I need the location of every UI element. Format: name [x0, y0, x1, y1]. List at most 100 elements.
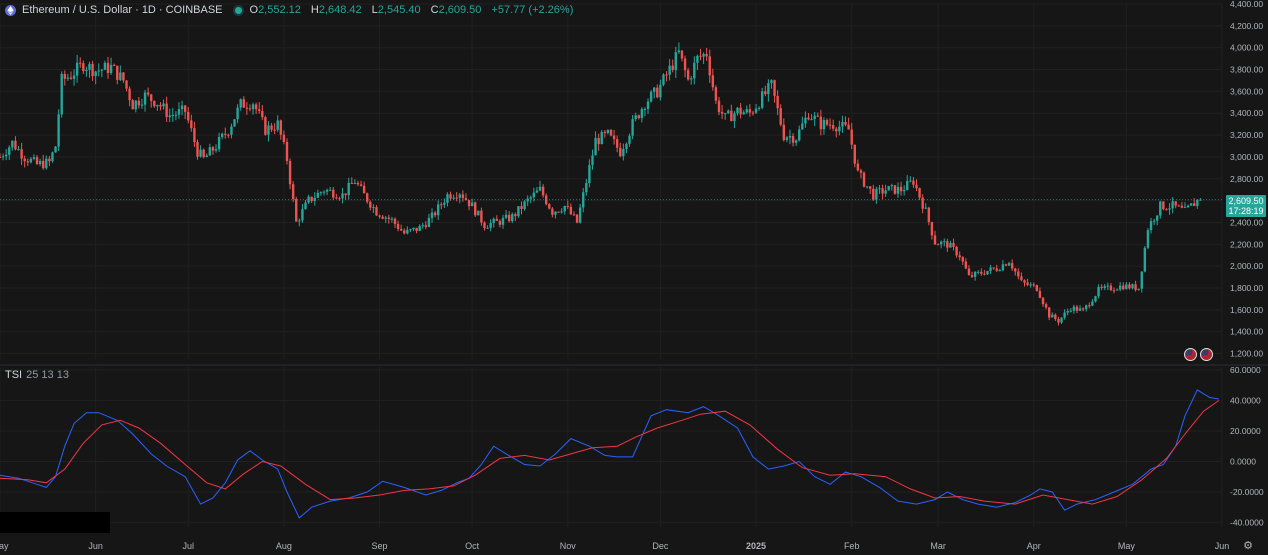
candle-body[interactable] [236, 107, 239, 120]
candle-body[interactable] [831, 125, 835, 129]
candle-body[interactable] [1183, 207, 1187, 209]
candle-body[interactable] [696, 55, 699, 63]
candle-body[interactable] [622, 148, 625, 157]
candle-body[interactable] [153, 100, 156, 107]
candle-body[interactable] [322, 191, 326, 193]
candle-body[interactable] [609, 129, 613, 136]
candle-body[interactable] [187, 111, 190, 121]
candle-body[interactable] [32, 157, 36, 159]
candle-body[interactable] [961, 257, 964, 262]
candle-body[interactable] [764, 91, 767, 95]
candle-body[interactable] [501, 217, 505, 225]
candle-body[interactable] [150, 94, 153, 101]
candle-body[interactable] [316, 192, 320, 198]
candle-body[interactable] [143, 92, 147, 105]
candle-body[interactable] [470, 202, 474, 207]
candle-body[interactable] [202, 149, 205, 158]
candle-body[interactable] [415, 227, 418, 231]
candle-body[interactable] [60, 74, 63, 115]
candle-body[interactable] [29, 158, 33, 163]
candle-body[interactable] [79, 62, 82, 64]
candle-body[interactable] [430, 212, 434, 218]
candle-body[interactable] [1069, 310, 1072, 312]
market-status-dot[interactable] [234, 6, 242, 14]
candle-body[interactable] [258, 109, 261, 111]
candle-body[interactable] [338, 198, 341, 200]
candle-body[interactable] [1112, 290, 1116, 292]
candle-body[interactable] [63, 74, 67, 79]
candle-body[interactable] [375, 207, 378, 216]
candle-body[interactable] [1017, 271, 1020, 277]
candle-body[interactable] [477, 210, 480, 216]
candle-body[interactable] [128, 88, 131, 101]
candle-body[interactable] [17, 149, 20, 151]
candle-body[interactable] [427, 217, 431, 227]
candle-body[interactable] [8, 147, 11, 155]
candle-body[interactable] [301, 209, 304, 221]
candle-body[interactable] [288, 160, 292, 185]
us-flag-icon[interactable] [1200, 348, 1213, 361]
candle-body[interactable] [588, 165, 591, 184]
candle-body[interactable] [628, 135, 631, 144]
candle-body[interactable] [872, 188, 875, 200]
candle-body[interactable] [906, 180, 909, 190]
candle-body[interactable] [1165, 209, 1168, 211]
candle-body[interactable] [57, 114, 60, 147]
candle-body[interactable] [183, 105, 187, 112]
candle-body[interactable] [859, 170, 863, 173]
candle-body[interactable] [1140, 271, 1143, 289]
candle-body[interactable] [285, 142, 289, 161]
candle-body[interactable] [517, 206, 520, 217]
candle-body[interactable] [489, 222, 492, 228]
us-flag-icon[interactable] [1184, 348, 1197, 361]
candle-body[interactable] [813, 115, 816, 120]
candle-body[interactable] [1131, 284, 1134, 289]
candle-body[interactable] [1134, 284, 1137, 290]
candle-body[interactable] [449, 194, 452, 199]
candle-body[interactable] [835, 128, 838, 132]
candle-body[interactable] [205, 155, 208, 158]
candle-body[interactable] [532, 192, 536, 198]
candle-body[interactable] [1038, 290, 1042, 298]
candle-body[interactable] [20, 149, 23, 159]
candle-body[interactable] [372, 207, 375, 209]
candle-body[interactable] [134, 100, 137, 110]
candle-body[interactable] [217, 137, 221, 150]
candle-body[interactable] [782, 124, 786, 140]
candle-body[interactable] [582, 192, 585, 208]
candle-body[interactable] [464, 198, 468, 201]
candle-body[interactable] [390, 218, 394, 220]
candle-body[interactable] [483, 222, 486, 229]
candle-body[interactable] [11, 140, 14, 148]
candle-body[interactable] [656, 87, 659, 98]
candle-body[interactable] [174, 114, 178, 116]
candle-body[interactable] [949, 243, 952, 248]
candle-body[interactable] [467, 200, 471, 207]
candle-body[interactable] [1193, 203, 1196, 207]
candle-body[interactable] [847, 124, 850, 130]
candle-body[interactable] [526, 198, 529, 202]
candle-body[interactable] [878, 188, 881, 190]
candle-body[interactable] [495, 218, 499, 221]
candle-body[interactable] [319, 192, 323, 194]
candle-body[interactable] [264, 117, 267, 135]
candle-body[interactable] [690, 78, 693, 80]
candle-body[interactable] [1007, 263, 1011, 266]
candle-body[interactable] [606, 129, 610, 133]
candle-body[interactable] [156, 104, 159, 107]
candle-body[interactable] [116, 65, 119, 80]
candle-body[interactable] [1010, 263, 1014, 269]
candle-body[interactable] [1088, 305, 1091, 307]
candle-body[interactable] [214, 149, 218, 151]
candle-body[interactable] [1103, 286, 1106, 288]
candle-body[interactable] [1174, 201, 1177, 206]
candle-body[interactable] [912, 180, 915, 185]
candle-body[interactable] [680, 50, 684, 59]
candle-body[interactable] [146, 92, 150, 95]
candle-body[interactable] [69, 77, 73, 79]
candle-body[interactable] [248, 108, 252, 110]
candle-body[interactable] [103, 62, 107, 70]
candle-body[interactable] [1118, 285, 1122, 290]
candle-body[interactable] [708, 56, 711, 76]
candle-body[interactable] [578, 207, 582, 223]
